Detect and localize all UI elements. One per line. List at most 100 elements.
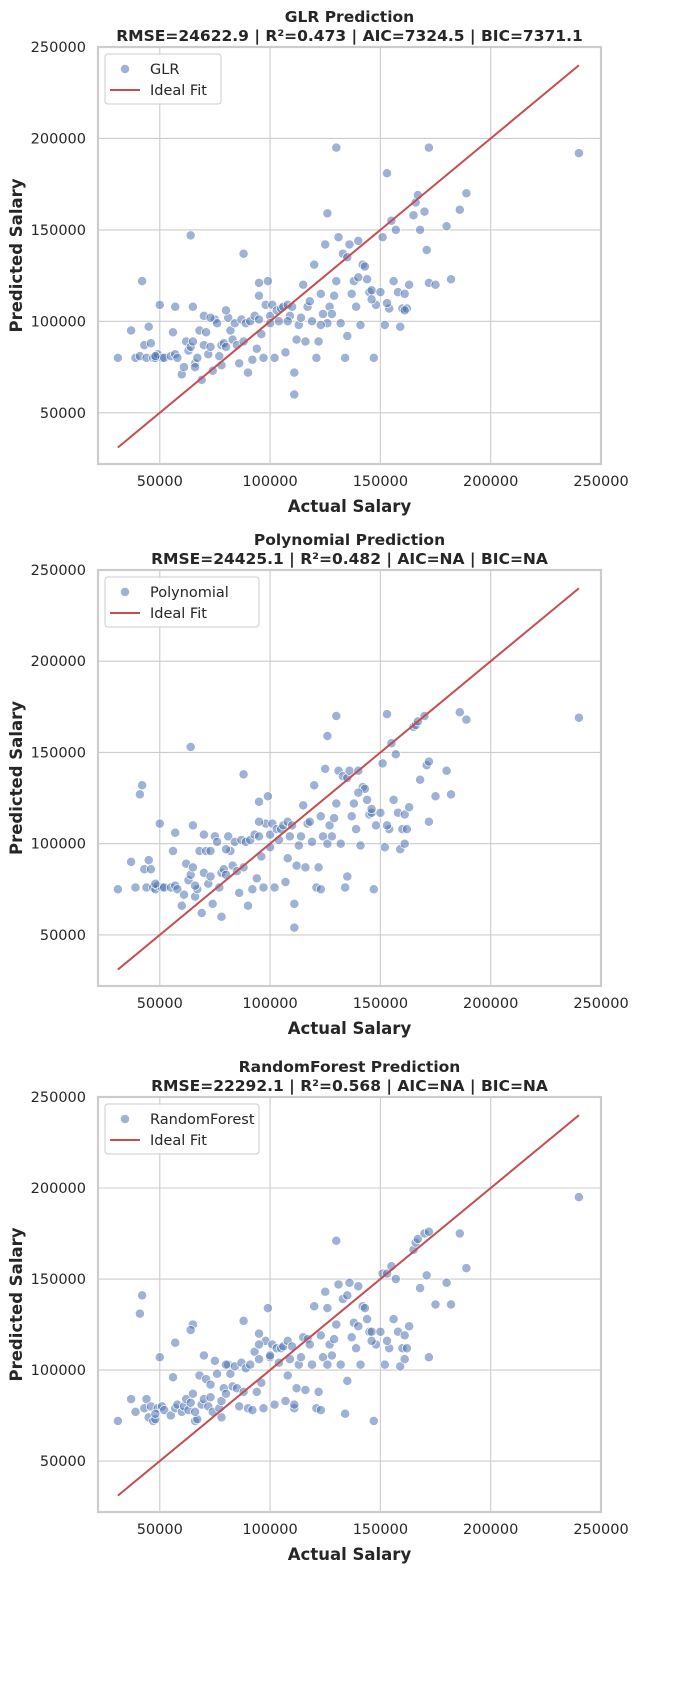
data-point [362, 274, 373, 285]
data-point [150, 1408, 161, 1419]
data-point [141, 1394, 152, 1405]
data-point [216, 911, 227, 922]
x-axis-label: Actual Salary [288, 1545, 412, 1564]
data-point [313, 862, 324, 873]
data-point [335, 318, 346, 329]
data-point [322, 838, 333, 849]
data-point [353, 1281, 364, 1292]
data-point [331, 711, 342, 721]
data-point [185, 1397, 196, 1408]
data-point [168, 327, 178, 338]
data-point [304, 816, 315, 827]
data-point [300, 336, 311, 347]
data-point [315, 320, 326, 330]
data-point [198, 829, 209, 840]
data-point [346, 1332, 357, 1343]
data-point [366, 804, 377, 814]
x-axis-label: Actual Salary [288, 1019, 412, 1038]
data-point [179, 362, 189, 373]
x-tick-label: 100000 [242, 1522, 297, 1538]
data-point [401, 1343, 412, 1354]
data-point [137, 780, 148, 791]
y-tick-label: 50000 [40, 928, 86, 944]
data-point [382, 168, 392, 179]
x-tick-label: 150000 [353, 1522, 408, 1538]
data-point [258, 1403, 269, 1414]
data-point [348, 798, 359, 809]
data-point [379, 1359, 390, 1370]
polynomial-chart-metrics: RMSE=24425.1 | R²=0.482 | AIC=NA | BIC=N… [151, 550, 548, 569]
data-point [404, 1321, 415, 1332]
data-point [399, 305, 410, 316]
data-point [377, 232, 388, 243]
plot-frame [96, 568, 603, 988]
legend-marker-points [120, 587, 130, 597]
data-point [331, 1235, 342, 1246]
data-point [454, 204, 465, 215]
data-point [318, 309, 328, 319]
data-point [461, 1263, 472, 1274]
data-point [209, 1355, 220, 1366]
data-point [170, 301, 181, 312]
data-point [359, 261, 370, 272]
data-point [353, 235, 364, 246]
data-point [234, 358, 245, 369]
plot-frame [96, 1095, 603, 1514]
data-point [412, 1234, 423, 1244]
y-tick-label: 250000 [31, 563, 86, 579]
data-point [326, 309, 337, 319]
data-point [196, 374, 207, 385]
data-point [368, 884, 379, 895]
data-point [379, 842, 390, 853]
data-point [262, 791, 273, 802]
data-point [289, 367, 300, 378]
data-point [366, 1335, 377, 1346]
data-point [399, 1354, 410, 1365]
data-point [346, 288, 357, 299]
data-point [145, 338, 156, 349]
data-point [238, 862, 249, 873]
data-point [388, 276, 399, 287]
data-point [207, 365, 218, 376]
data-point [291, 860, 302, 871]
data-point [331, 1319, 342, 1330]
data-point [573, 1192, 584, 1203]
data-point [187, 1388, 198, 1399]
legend-label-ideal: Ideal Fit [150, 606, 207, 622]
data-point [243, 900, 253, 911]
data-point [254, 816, 264, 827]
glr-legend: GLR Ideal Fit [104, 53, 222, 105]
data-point [185, 230, 196, 241]
data-point [112, 1416, 123, 1426]
data-point [399, 838, 410, 849]
data-point [282, 316, 293, 327]
data-point [221, 844, 231, 855]
data-point [205, 846, 216, 856]
data-point [247, 884, 258, 895]
data-point [234, 887, 245, 898]
data-point [205, 1379, 216, 1390]
plot-frame [96, 45, 603, 466]
data-point [187, 336, 198, 347]
data-point [251, 1386, 262, 1397]
data-point [269, 882, 280, 893]
data-point [216, 1412, 227, 1423]
data-point [179, 889, 189, 900]
data-point [379, 320, 390, 330]
data-point [315, 811, 326, 822]
data-point [251, 343, 262, 354]
data-point [225, 325, 236, 336]
data-point [172, 884, 183, 895]
data-point [331, 142, 342, 153]
data-point [315, 288, 326, 299]
data-point [134, 789, 145, 800]
y-tick-label: 200000 [31, 1181, 86, 1197]
data-point [258, 882, 269, 893]
data-point [205, 1392, 216, 1403]
data-point [344, 239, 355, 250]
x-tick-label: 50000 [137, 474, 183, 490]
data-point [390, 749, 401, 760]
data-point [375, 1326, 386, 1337]
data-point [170, 1337, 181, 1348]
data-point [346, 811, 357, 822]
